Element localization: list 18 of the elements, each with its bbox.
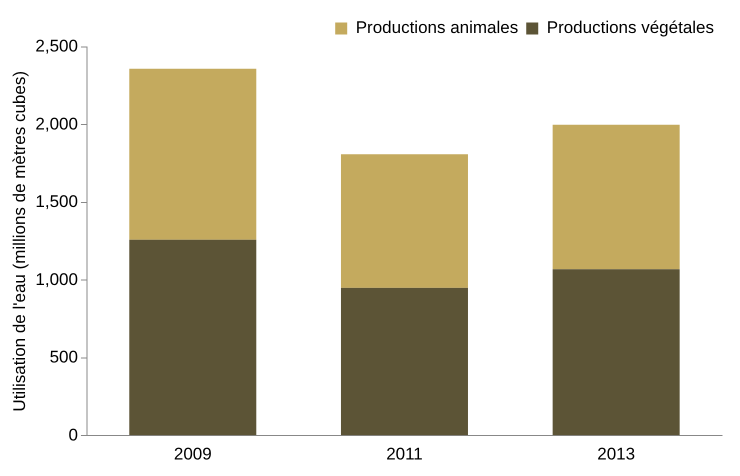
y-tick-label: 0 [68,425,78,444]
y-tick-label: 1,500 [35,192,78,212]
bar [340,154,468,288]
x-tick-label: 2013 [597,444,636,464]
bar [552,269,680,436]
bar [129,240,256,436]
legend-label: Productions végétales [546,18,714,38]
bar [129,68,256,240]
y-tick-label: 1,000 [35,270,78,289]
x-tick-label: 2011 [386,444,423,464]
legend-label: Productions animales [356,18,518,38]
y-tick-label: 500 [50,348,78,367]
bar [340,288,468,436]
y-tick-label: 2,500 [35,36,78,56]
bar [552,124,680,270]
y-tick-label: 2,000 [35,114,78,134]
y-axis-title: Utilisation de l'eau (millions de mètres cubes) [10,71,29,412]
x-tick-label: 2009 [174,444,212,464]
